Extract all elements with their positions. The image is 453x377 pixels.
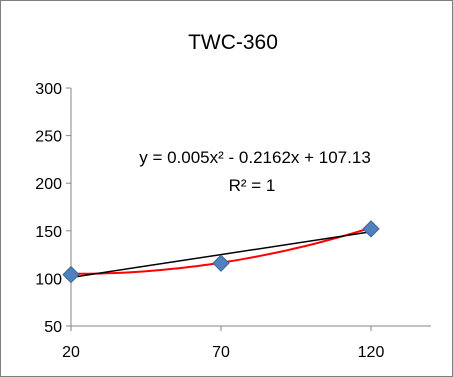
y-tick-label: 300 xyxy=(35,81,62,98)
y-tick-label: 100 xyxy=(35,271,62,288)
x-tick-label: 70 xyxy=(212,344,230,361)
r-squared-label: R² = 1 xyxy=(229,176,276,195)
x-tick-label: 20 xyxy=(62,344,80,361)
data-point xyxy=(62,265,80,284)
y-ticks: 50 100 150 200 250 300 xyxy=(35,81,71,336)
trend-equation: y = 0.005x² - 0.2162x + 107.13 xyxy=(139,148,371,167)
x-ticks: 20 70 120 xyxy=(62,326,384,361)
chart-title: TWC-360 xyxy=(188,31,278,54)
data-point xyxy=(212,254,230,272)
y-tick-label: 150 xyxy=(35,224,62,241)
y-tick-label: 50 xyxy=(44,319,62,336)
y-tick-label: 250 xyxy=(35,129,62,146)
x-tick-label: 120 xyxy=(358,344,385,361)
y-tick-label: 200 xyxy=(35,176,62,193)
data-points xyxy=(62,220,380,284)
data-point xyxy=(362,220,380,238)
